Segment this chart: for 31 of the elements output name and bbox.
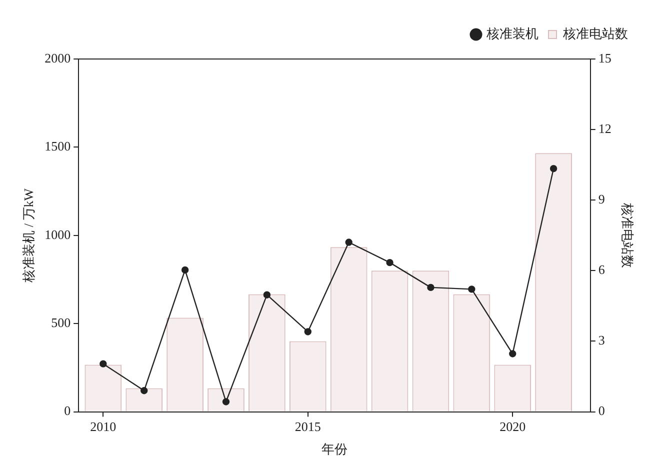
y-tick-label: 500 [51, 315, 71, 330]
legend-label: 核准装机 [486, 26, 538, 41]
point [468, 286, 476, 293]
y2-tick-label: 15 [598, 50, 612, 66]
y2-axis-title: 核准电站数 [620, 202, 635, 268]
point [304, 328, 312, 336]
point [100, 360, 107, 368]
y-tick-label: 0 [64, 403, 71, 418]
point [427, 284, 434, 292]
point [509, 350, 516, 358]
point [140, 387, 148, 394]
y-tick-label: 1500 [44, 138, 71, 154]
x-tick-label: 2015 [294, 419, 321, 434]
y-tick-label: 2000 [44, 50, 71, 66]
y-tick-label: 1000 [44, 226, 71, 242]
y2-tick-label: 0 [598, 403, 605, 418]
point [263, 291, 271, 298]
point [345, 238, 352, 246]
x-tick-label: 2010 [90, 419, 116, 434]
y2-tick-label: 9 [598, 192, 605, 207]
y2-tick-label: 12 [598, 120, 612, 136]
y2-tick-label: 3 [598, 332, 605, 348]
y2-tick-label: 6 [598, 262, 606, 278]
x-tick-label: 2020 [500, 419, 526, 434]
x-axis-title: 年份 [322, 442, 348, 457]
y-axis-title: 核准装机 / 万kW [21, 188, 36, 284]
point [181, 266, 189, 274]
point [386, 258, 394, 266]
point [550, 164, 558, 172]
legend-label: 核准电站数 [562, 26, 628, 41]
point [222, 398, 230, 406]
